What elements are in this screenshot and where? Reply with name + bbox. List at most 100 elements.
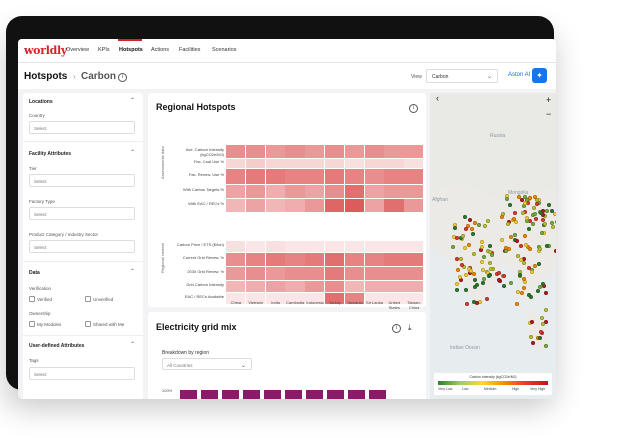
heatmap-cell[interactable] [344, 169, 364, 185]
heatmap-cell[interactable] [404, 185, 424, 199]
heatmap-cell[interactable] [364, 293, 384, 305]
facility-marker[interactable] [515, 253, 520, 258]
map[interactable]: Russia Mongolia Afghan Indian Ocean ‹ + … [430, 93, 556, 399]
product-category-select[interactable]: Select [29, 240, 135, 253]
facility-marker[interactable] [486, 219, 490, 224]
heatmap-cell[interactable] [305, 199, 325, 213]
heatmap-cell[interactable] [285, 253, 305, 267]
heatmap-cell[interactable] [226, 293, 246, 305]
heatmap-cell[interactable] [325, 253, 345, 267]
facility-marker[interactable] [488, 243, 493, 248]
facility-marker[interactable] [531, 222, 536, 227]
facility-marker[interactable] [512, 216, 517, 221]
facility-marker[interactable] [506, 221, 511, 226]
facility-marker[interactable] [541, 282, 546, 287]
facility-marker[interactable] [484, 296, 489, 301]
facility-marker[interactable] [512, 210, 517, 215]
heatmap-cell[interactable] [226, 185, 246, 199]
facility-marker[interactable] [540, 231, 545, 236]
heatmap-cell[interactable] [245, 293, 265, 305]
facility-marker[interactable] [496, 270, 501, 275]
facility-marker[interactable] [464, 287, 469, 292]
heatmap-cell[interactable] [285, 293, 305, 305]
facility-marker[interactable] [496, 278, 501, 283]
chevron-up-icon[interactable]: ⌃ [130, 342, 136, 348]
facility-marker[interactable] [543, 308, 548, 313]
heatmap-cell[interactable] [226, 241, 246, 253]
facility-marker[interactable] [502, 284, 507, 289]
facility-marker[interactable] [540, 321, 545, 326]
facility-marker[interactable] [536, 262, 541, 267]
heatmap-cell[interactable] [384, 241, 404, 253]
facility-marker[interactable] [478, 248, 483, 253]
facility-marker[interactable] [488, 267, 493, 272]
facility-marker[interactable] [534, 201, 539, 206]
facility-marker[interactable] [463, 246, 468, 251]
heatmap-cell[interactable] [404, 241, 424, 253]
grid-mix-bar[interactable] [264, 390, 281, 399]
zoom-out-button[interactable]: − [546, 109, 552, 119]
facility-marker[interactable] [455, 287, 460, 292]
heatmap-cell[interactable] [344, 241, 364, 253]
info-icon[interactable]: i [118, 73, 127, 82]
verified-checkbox[interactable] [29, 296, 35, 302]
heatmap-cell[interactable] [344, 145, 364, 159]
heatmap-cell[interactable] [404, 169, 424, 185]
facility-marker[interactable] [468, 269, 473, 274]
heatmap-cell[interactable] [325, 199, 345, 213]
facility-marker[interactable] [539, 330, 544, 335]
chevron-up-icon[interactable]: ⌃ [130, 269, 136, 275]
facility-marker[interactable] [533, 211, 538, 216]
my-modules-checkbox[interactable] [29, 321, 35, 327]
heatmap-cell[interactable] [404, 253, 424, 267]
facility-marker[interactable] [507, 202, 512, 207]
facility-marker[interactable] [462, 265, 467, 270]
facility-marker[interactable] [480, 280, 485, 285]
heatmap-cell[interactable] [325, 293, 345, 305]
facility-marker[interactable] [550, 224, 555, 229]
facility-marker[interactable] [479, 240, 484, 245]
tier-select[interactable]: Select [29, 174, 135, 187]
heatmap-cell[interactable] [265, 267, 285, 281]
facility-marker[interactable] [472, 252, 477, 257]
heatmap-cell[interactable] [265, 159, 285, 169]
heatmap-cell[interactable] [285, 199, 305, 213]
facility-marker[interactable] [487, 272, 492, 277]
heatmap-cell[interactable] [285, 185, 305, 199]
heatmap-cell[interactable] [245, 185, 265, 199]
heatmap-cell[interactable] [305, 293, 325, 305]
grid-mix-bar[interactable] [369, 390, 386, 399]
heatmap-cell[interactable] [325, 159, 345, 169]
facility-marker[interactable] [523, 243, 528, 247]
facility-marker[interactable] [525, 245, 530, 250]
heatmap-cell[interactable] [344, 199, 364, 213]
heatmap-cell[interactable] [344, 293, 364, 305]
facility-marker[interactable] [534, 198, 539, 203]
heatmap-cell[interactable] [364, 199, 384, 213]
heatmap-cell[interactable] [384, 253, 404, 267]
heatmap-cell[interactable] [344, 281, 364, 293]
grid-mix-bar[interactable] [201, 390, 218, 399]
facility-marker[interactable] [538, 336, 543, 341]
heatmap-cell[interactable] [226, 281, 246, 293]
facility-marker[interactable] [453, 225, 458, 230]
heatmap-cell[interactable] [285, 241, 305, 253]
facility-marker[interactable] [536, 288, 541, 293]
facility-marker[interactable] [538, 284, 543, 289]
back-icon[interactable]: ‹ [436, 93, 439, 103]
facility-marker[interactable] [522, 286, 527, 291]
grid-mix-bar[interactable] [222, 390, 239, 399]
heatmap-cell[interactable] [305, 253, 325, 267]
facility-marker[interactable] [477, 223, 482, 228]
facility-marker[interactable] [546, 203, 551, 208]
facility-marker[interactable] [544, 343, 549, 348]
facility-marker[interactable] [545, 208, 550, 213]
facility-marker[interactable] [464, 272, 469, 277]
nav-scenarios[interactable]: Scenarios [212, 47, 237, 53]
facility-marker[interactable] [508, 280, 513, 285]
heatmap-cell[interactable] [226, 145, 246, 159]
chevron-up-icon[interactable]: ⌃ [130, 98, 136, 104]
tags-select[interactable]: Select [29, 367, 135, 380]
facility-marker[interactable] [524, 215, 529, 220]
facility-marker[interactable] [513, 233, 518, 238]
